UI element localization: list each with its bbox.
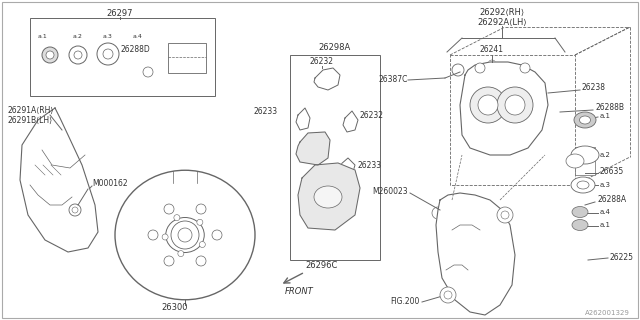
Circle shape <box>505 95 525 115</box>
Circle shape <box>42 47 58 63</box>
Circle shape <box>197 219 203 225</box>
Text: 26233: 26233 <box>254 108 278 116</box>
Text: 26387C: 26387C <box>379 76 408 84</box>
Circle shape <box>444 291 452 299</box>
Ellipse shape <box>166 218 204 252</box>
Polygon shape <box>460 62 548 155</box>
Circle shape <box>470 87 506 123</box>
Circle shape <box>74 51 82 59</box>
Ellipse shape <box>571 146 599 164</box>
Circle shape <box>178 228 192 242</box>
Circle shape <box>199 242 205 247</box>
Text: a.4: a.4 <box>133 35 143 39</box>
Text: a.3: a.3 <box>103 35 113 39</box>
Circle shape <box>72 207 78 213</box>
Text: 26292A⟨LH⟩: 26292A⟨LH⟩ <box>477 18 527 27</box>
Text: 26241: 26241 <box>480 45 504 54</box>
Circle shape <box>475 63 485 73</box>
Text: FIG.200: FIG.200 <box>390 298 420 307</box>
Text: 26238: 26238 <box>582 84 606 92</box>
Circle shape <box>440 287 456 303</box>
Text: FRONT: FRONT <box>285 287 314 297</box>
Circle shape <box>148 230 158 240</box>
Ellipse shape <box>571 177 595 193</box>
Circle shape <box>97 43 119 65</box>
Circle shape <box>103 49 113 59</box>
Text: 26225: 26225 <box>610 253 634 262</box>
Polygon shape <box>298 163 360 230</box>
Bar <box>450 55 575 185</box>
Text: a.1: a.1 <box>38 35 48 39</box>
Polygon shape <box>436 193 515 315</box>
Bar <box>168 43 206 73</box>
Circle shape <box>432 207 444 219</box>
Bar <box>575 147 595 175</box>
Circle shape <box>478 95 498 115</box>
Circle shape <box>196 256 206 266</box>
Ellipse shape <box>572 206 588 218</box>
Circle shape <box>212 230 222 240</box>
Text: M260023: M260023 <box>372 188 408 196</box>
Text: a.1: a.1 <box>600 222 611 228</box>
Text: 26288A: 26288A <box>597 196 626 204</box>
Circle shape <box>164 256 174 266</box>
Text: 26232: 26232 <box>310 58 334 67</box>
Ellipse shape <box>115 170 255 300</box>
Polygon shape <box>296 132 330 165</box>
Text: 26296C: 26296C <box>306 260 338 269</box>
Circle shape <box>164 204 174 214</box>
Circle shape <box>69 46 87 64</box>
Bar <box>30 18 215 96</box>
Ellipse shape <box>574 112 596 128</box>
Text: 26297: 26297 <box>107 9 133 18</box>
Ellipse shape <box>572 220 588 230</box>
Circle shape <box>520 63 530 73</box>
Text: A262001329: A262001329 <box>585 310 630 316</box>
Circle shape <box>174 215 180 221</box>
Ellipse shape <box>577 181 589 189</box>
Ellipse shape <box>314 186 342 208</box>
Circle shape <box>46 51 54 59</box>
Text: 26288B: 26288B <box>595 103 624 113</box>
Text: 26233: 26233 <box>358 161 382 170</box>
Circle shape <box>171 221 199 249</box>
Ellipse shape <box>579 116 591 124</box>
Text: 26298A: 26298A <box>319 44 351 52</box>
Circle shape <box>488 60 496 68</box>
Circle shape <box>497 87 533 123</box>
Ellipse shape <box>566 154 584 168</box>
Circle shape <box>497 207 513 223</box>
Text: a.3: a.3 <box>600 182 611 188</box>
Bar <box>290 55 380 260</box>
Text: M000162: M000162 <box>92 179 127 188</box>
Text: a.2: a.2 <box>600 152 611 158</box>
Circle shape <box>143 67 153 77</box>
Circle shape <box>69 204 81 216</box>
Text: 26288D: 26288D <box>120 45 150 54</box>
Text: a.4: a.4 <box>600 209 611 215</box>
Text: 26291A⟨RH⟩: 26291A⟨RH⟩ <box>8 106 54 115</box>
Text: 26300: 26300 <box>162 303 188 313</box>
Circle shape <box>196 204 206 214</box>
Text: 26291B⟨LH⟩: 26291B⟨LH⟩ <box>8 116 53 124</box>
Text: a.2: a.2 <box>73 35 83 39</box>
Text: a.1: a.1 <box>600 113 611 119</box>
Circle shape <box>452 64 464 76</box>
Circle shape <box>162 234 168 240</box>
Text: 26232: 26232 <box>360 110 384 119</box>
Circle shape <box>501 211 509 219</box>
Circle shape <box>178 251 184 257</box>
Text: 26292⟨RH⟩: 26292⟨RH⟩ <box>479 7 525 17</box>
Text: 26635: 26635 <box>600 167 624 177</box>
